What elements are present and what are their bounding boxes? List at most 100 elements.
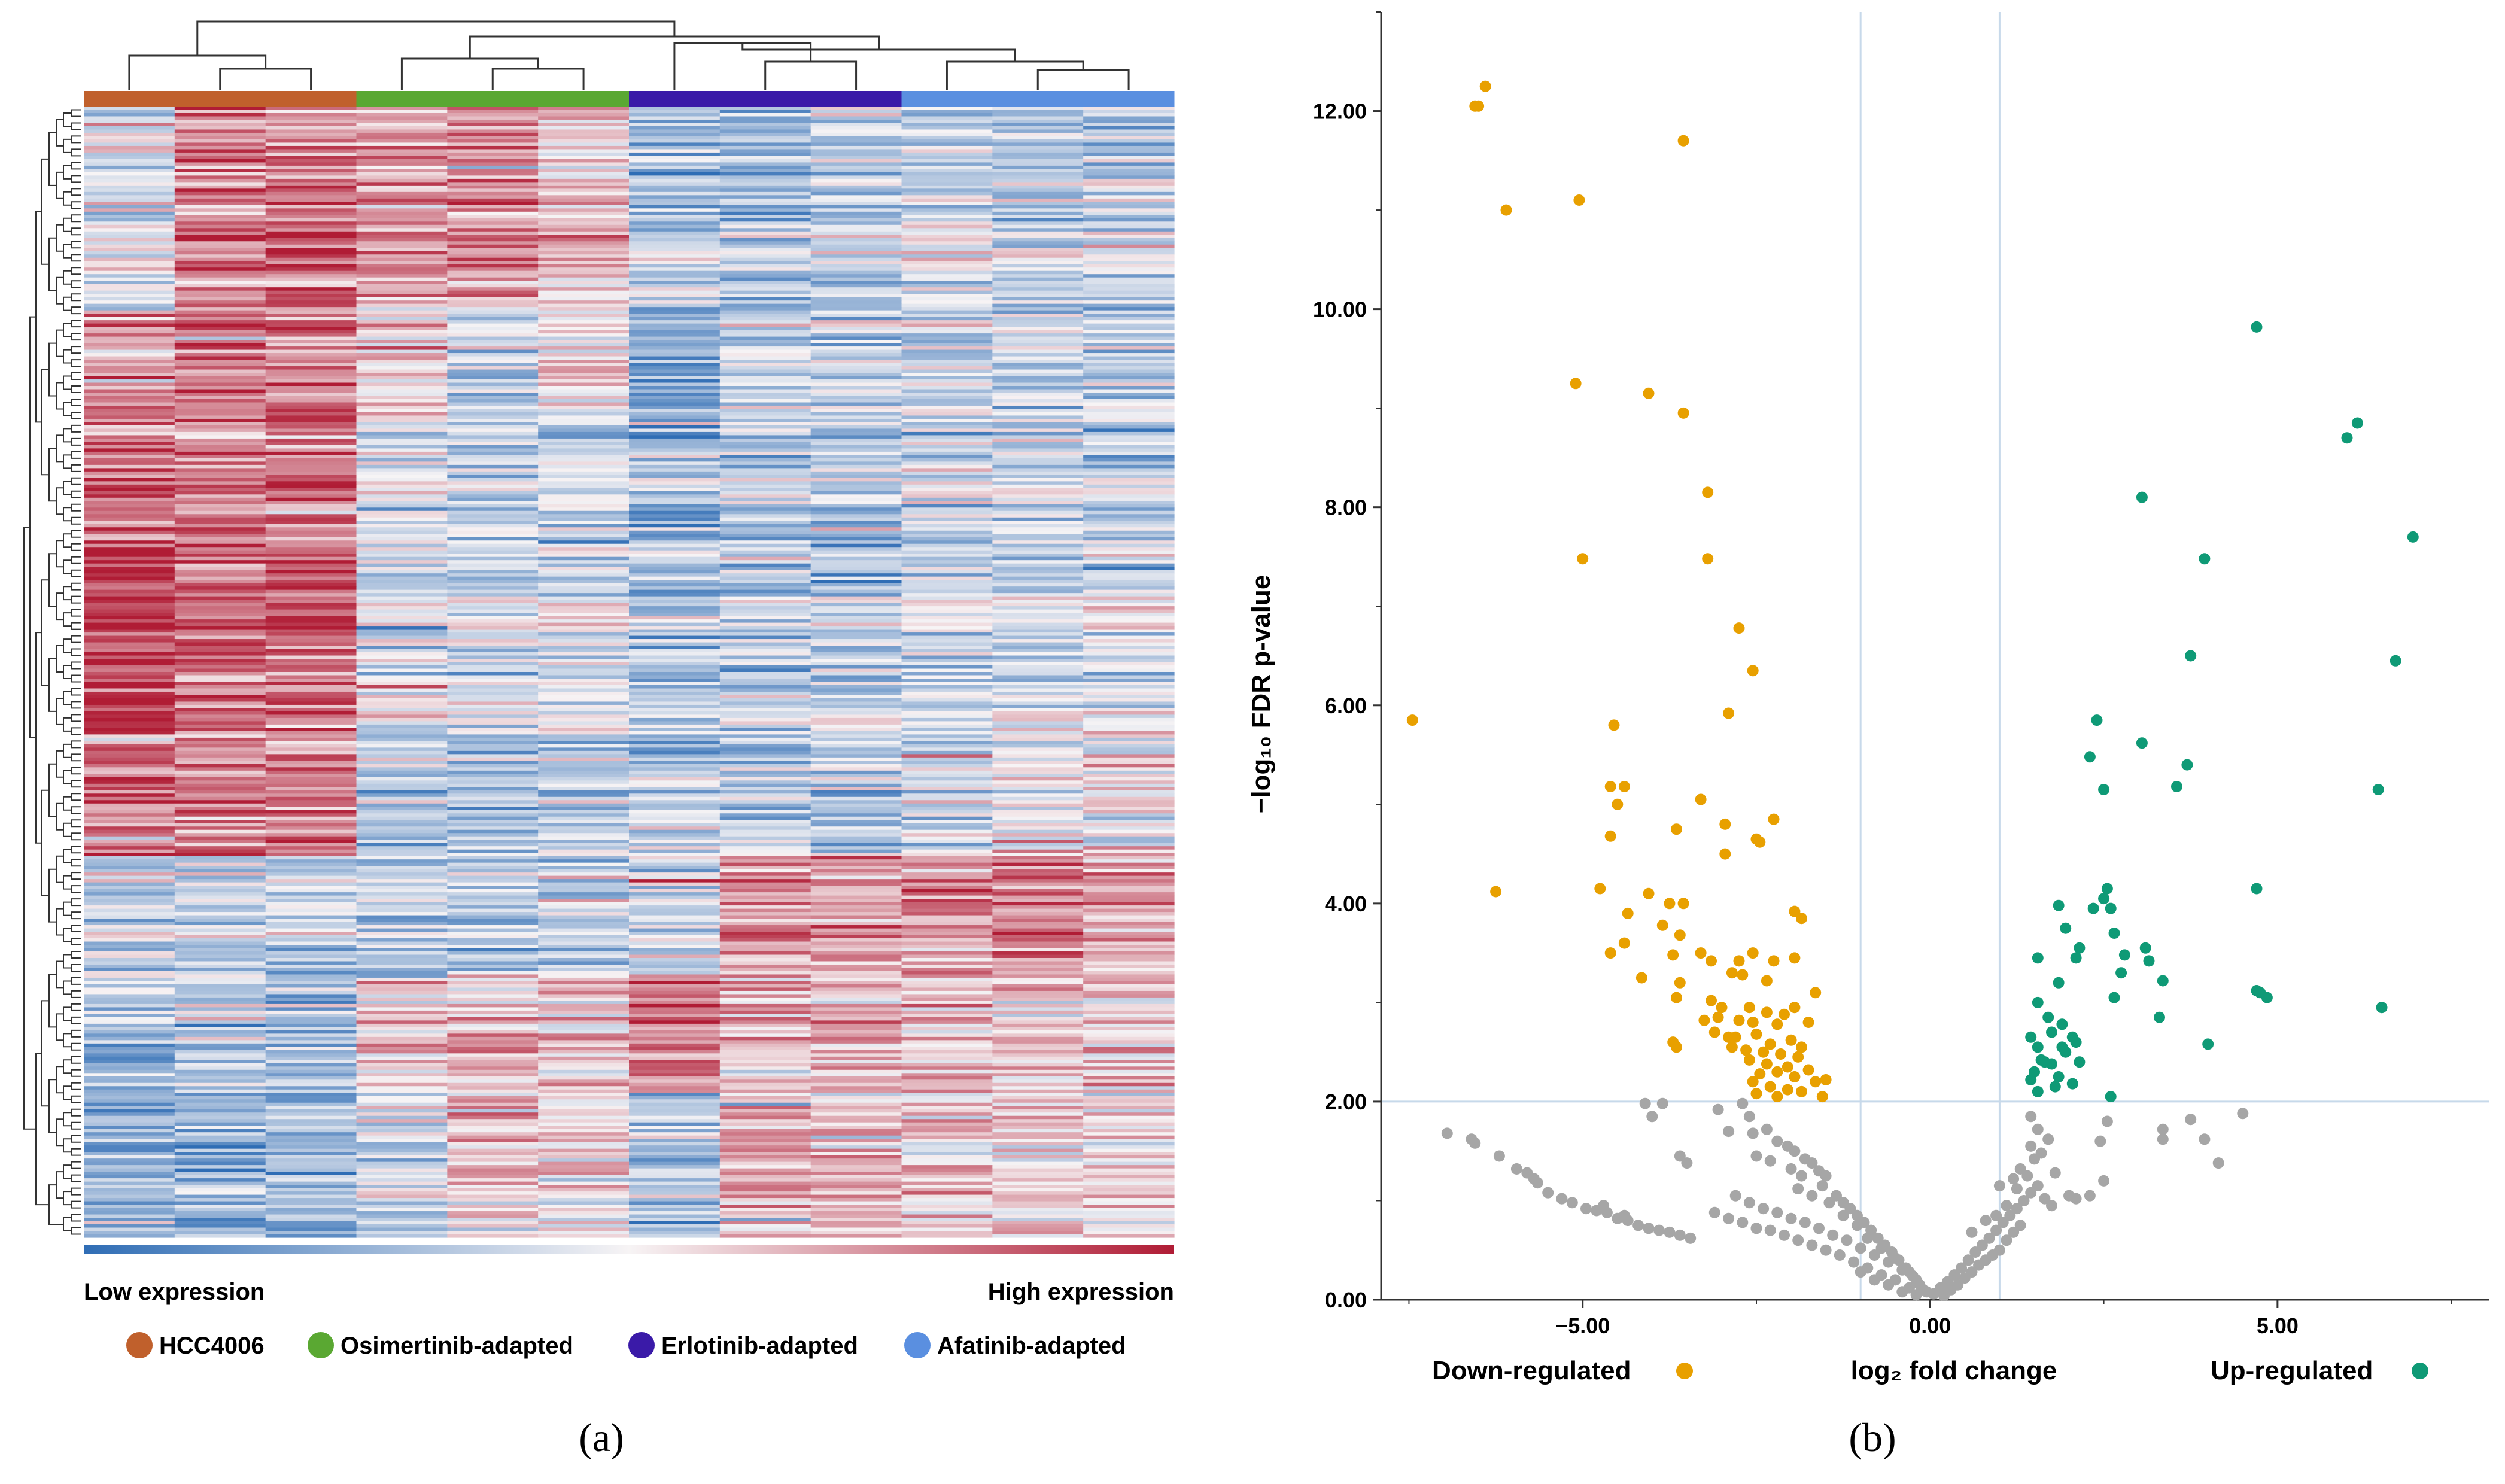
heatmap-cell — [1083, 235, 1175, 239]
heatmap-cell — [265, 145, 357, 150]
heatmap-cell — [629, 464, 721, 469]
heatmap-cell — [84, 1126, 175, 1130]
heatmap-cell — [1083, 556, 1175, 561]
heatmap-cell — [447, 866, 539, 870]
heatmap-cell — [447, 941, 539, 945]
heatmap-cell — [992, 1234, 1084, 1238]
heatmap-cell — [901, 856, 993, 860]
heatmap-cell — [629, 218, 721, 222]
heatmap-cell — [992, 1030, 1084, 1034]
heatmap-cell — [538, 652, 630, 656]
heatmap-cell — [719, 846, 811, 850]
heatmap-cell — [992, 458, 1084, 462]
heatmap-cell — [810, 156, 902, 160]
heatmap-cell — [629, 231, 721, 235]
heatmap-cell — [84, 1191, 175, 1196]
heatmap-cell — [1083, 107, 1175, 111]
heatmap-cell — [84, 540, 175, 545]
heatmap-cell — [719, 711, 811, 716]
heatmap-cell — [447, 912, 539, 916]
heatmap-cell — [447, 714, 539, 719]
heatmap-cell — [356, 445, 448, 449]
heatmap-cell — [1083, 514, 1175, 518]
heatmap-cell — [629, 1139, 721, 1143]
heatmap-cell — [810, 783, 902, 787]
heatmap-cell — [719, 554, 811, 558]
heatmap-cell — [447, 682, 539, 686]
heatmap-cell — [356, 1231, 448, 1235]
heatmap-cell — [992, 639, 1084, 643]
heatmap-cell — [84, 981, 175, 985]
heatmap-cell — [84, 235, 175, 239]
heatmap-cell — [810, 317, 902, 321]
heatmap-cell — [356, 1185, 448, 1189]
heatmap-cell — [1083, 780, 1175, 784]
heatmap-cell — [447, 188, 539, 193]
heatmap-cell — [356, 188, 448, 193]
heatmap-cell — [1083, 238, 1175, 242]
heatmap-cell — [538, 1102, 630, 1106]
heatmap-cell — [901, 957, 993, 962]
heatmap-cell — [447, 816, 539, 820]
heatmap-cell — [538, 886, 630, 890]
heatmap-cell — [719, 488, 811, 492]
heatmap-cell — [538, 543, 630, 548]
heatmap-cell — [719, 945, 811, 949]
heatmap-cell — [538, 185, 630, 189]
heatmap-cell — [1083, 300, 1175, 305]
heatmap-cell — [901, 899, 993, 903]
heatmap-cell — [992, 856, 1084, 860]
heatmap-cell — [629, 790, 721, 794]
heatmap-cell — [992, 589, 1084, 594]
heatmap-cell — [447, 1066, 539, 1071]
heatmap-cell — [538, 600, 630, 604]
heatmap-cell — [174, 1129, 266, 1133]
heatmap-cell — [447, 1007, 539, 1011]
heatmap-cell — [629, 1030, 721, 1034]
heatmap-cell — [84, 619, 175, 624]
up-regulated-point — [2032, 952, 2044, 964]
heatmap-cell — [901, 142, 993, 147]
heatmap-cell — [356, 270, 448, 275]
not-significant-point — [1806, 1157, 1818, 1169]
heatmap-cell — [84, 1208, 175, 1212]
heatmap-cell — [719, 899, 811, 903]
heatmap-cell — [629, 1056, 721, 1060]
heatmap-cell — [1083, 1145, 1175, 1150]
heatmap-cell — [356, 218, 448, 222]
heatmap-cell — [174, 701, 266, 705]
heatmap-cell — [992, 1221, 1084, 1225]
not-significant-point — [1469, 1137, 1481, 1149]
heatmap-cell — [1083, 813, 1175, 817]
heatmap-cell — [1083, 849, 1175, 853]
heatmap-cell — [901, 185, 993, 189]
heatmap-cell — [629, 951, 721, 956]
heatmap-cell — [992, 353, 1084, 357]
heatmap-cell — [901, 369, 993, 373]
heatmap-cell — [447, 754, 539, 758]
heatmap-cell — [810, 600, 902, 604]
heatmap-cell — [629, 836, 721, 840]
heatmap-cell — [356, 534, 448, 538]
heatmap-cell — [265, 820, 357, 824]
heatmap-cell — [629, 123, 721, 127]
heatmap-cell — [538, 534, 630, 538]
heatmap-cell — [719, 1027, 811, 1031]
heatmap-cell — [992, 941, 1084, 945]
heatmap-cell — [810, 570, 902, 574]
heatmap-cell — [629, 448, 721, 452]
heatmap-cell — [174, 829, 266, 834]
heatmap-cell — [1083, 695, 1175, 699]
heatmap-cell — [447, 261, 539, 265]
heatmap-cell — [538, 471, 630, 475]
heatmap-cell — [356, 195, 448, 199]
heatmap-cell — [447, 379, 539, 384]
heatmap-cell — [356, 162, 448, 166]
heatmap-cell — [629, 129, 721, 133]
heatmap-cell — [719, 556, 811, 561]
heatmap-cell — [810, 1188, 902, 1192]
heatmap-cell — [356, 790, 448, 794]
heatmap-cell — [810, 662, 902, 666]
heatmap-cell — [447, 974, 539, 978]
heatmap-cell — [84, 728, 175, 732]
